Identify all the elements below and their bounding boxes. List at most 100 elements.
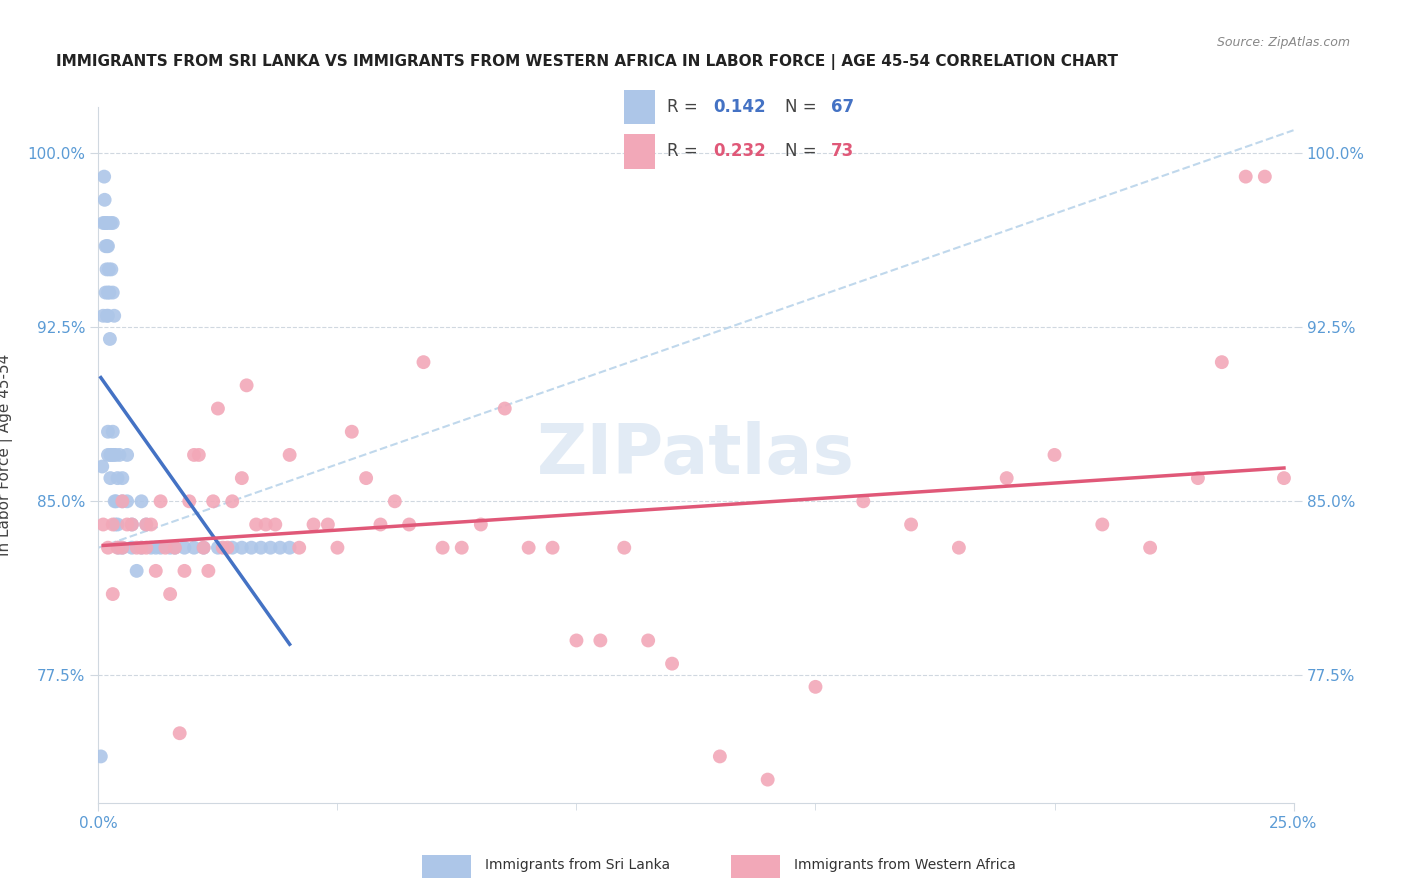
- Point: [207, 541, 229, 555]
- Point: [97, 262, 120, 277]
- Point: [159, 587, 181, 601]
- Point: [370, 517, 392, 532]
- Point: [221, 494, 243, 508]
- Point: [93, 193, 115, 207]
- Point: [1234, 169, 1257, 184]
- Point: [101, 425, 124, 439]
- Text: R =: R =: [668, 142, 703, 160]
- Point: [288, 541, 311, 555]
- Point: [1272, 471, 1295, 485]
- Point: [96, 262, 118, 277]
- Point: [111, 541, 134, 555]
- Point: [163, 541, 186, 555]
- Point: [135, 517, 157, 532]
- Text: Immigrants from Sri Lanka: Immigrants from Sri Lanka: [485, 858, 671, 872]
- Point: [107, 541, 129, 555]
- Point: [98, 471, 122, 485]
- Point: [613, 541, 636, 555]
- Point: [278, 448, 301, 462]
- Point: [139, 517, 162, 532]
- Point: [221, 541, 243, 555]
- Point: [384, 494, 406, 508]
- Point: [107, 541, 129, 555]
- Point: [470, 517, 492, 532]
- Point: [101, 216, 124, 230]
- Point: [131, 541, 153, 555]
- Point: [115, 517, 138, 532]
- Point: [94, 285, 117, 300]
- Point: [163, 541, 186, 555]
- Point: [149, 494, 172, 508]
- Point: [254, 517, 277, 532]
- Point: [100, 262, 122, 277]
- Point: [145, 541, 167, 555]
- Point: [105, 494, 128, 508]
- Point: [1254, 169, 1277, 184]
- Y-axis label: In Labor Force | Age 45-54: In Labor Force | Age 45-54: [0, 354, 13, 556]
- Point: [517, 541, 540, 555]
- Bar: [731, 855, 780, 878]
- Point: [104, 494, 127, 508]
- Point: [96, 309, 118, 323]
- Point: [494, 401, 516, 416]
- Text: 67: 67: [831, 98, 855, 116]
- Point: [131, 494, 153, 508]
- Point: [173, 564, 195, 578]
- Point: [100, 216, 122, 230]
- Point: [709, 749, 731, 764]
- Point: [1187, 471, 1209, 485]
- Point: [108, 448, 131, 462]
- Point: [91, 459, 114, 474]
- Point: [1091, 517, 1114, 532]
- Point: [948, 541, 970, 555]
- Point: [111, 541, 134, 555]
- Text: 73: 73: [831, 142, 855, 160]
- Point: [97, 216, 120, 230]
- Point: [302, 517, 325, 532]
- Point: [97, 541, 120, 555]
- Point: [183, 448, 205, 462]
- Point: [412, 355, 434, 369]
- Text: R =: R =: [668, 98, 703, 116]
- Point: [103, 309, 125, 323]
- Point: [98, 332, 121, 346]
- Point: [278, 541, 301, 555]
- Point: [202, 494, 225, 508]
- Point: [193, 541, 215, 555]
- Point: [240, 541, 263, 555]
- Point: [115, 448, 138, 462]
- Point: [98, 448, 122, 462]
- Text: Immigrants from Western Africa: Immigrants from Western Africa: [794, 858, 1017, 872]
- Point: [1043, 448, 1066, 462]
- Point: [155, 541, 177, 555]
- Point: [93, 169, 115, 184]
- Point: [211, 541, 233, 555]
- Point: [131, 541, 153, 555]
- Text: IMMIGRANTS FROM SRI LANKA VS IMMIGRANTS FROM WESTERN AFRICA IN LABOR FORCE | AGE: IMMIGRANTS FROM SRI LANKA VS IMMIGRANTS …: [56, 54, 1118, 70]
- Point: [115, 494, 138, 508]
- Point: [159, 541, 181, 555]
- Point: [145, 564, 167, 578]
- Point: [354, 471, 377, 485]
- Point: [661, 657, 683, 671]
- Point: [565, 633, 588, 648]
- Text: 0.232: 0.232: [714, 142, 766, 160]
- Point: [101, 285, 124, 300]
- Point: [121, 541, 143, 555]
- Point: [245, 517, 267, 532]
- Point: [231, 541, 253, 555]
- Point: [197, 564, 219, 578]
- Point: [259, 541, 281, 555]
- Point: [432, 541, 454, 555]
- Point: [340, 425, 363, 439]
- Point: [107, 471, 129, 485]
- Text: N =: N =: [785, 98, 821, 116]
- Point: [101, 587, 124, 601]
- Point: [756, 772, 779, 787]
- Bar: [422, 855, 471, 878]
- Point: [316, 517, 339, 532]
- Point: [121, 517, 143, 532]
- Point: [107, 517, 129, 532]
- Bar: [624, 90, 655, 124]
- Point: [450, 541, 472, 555]
